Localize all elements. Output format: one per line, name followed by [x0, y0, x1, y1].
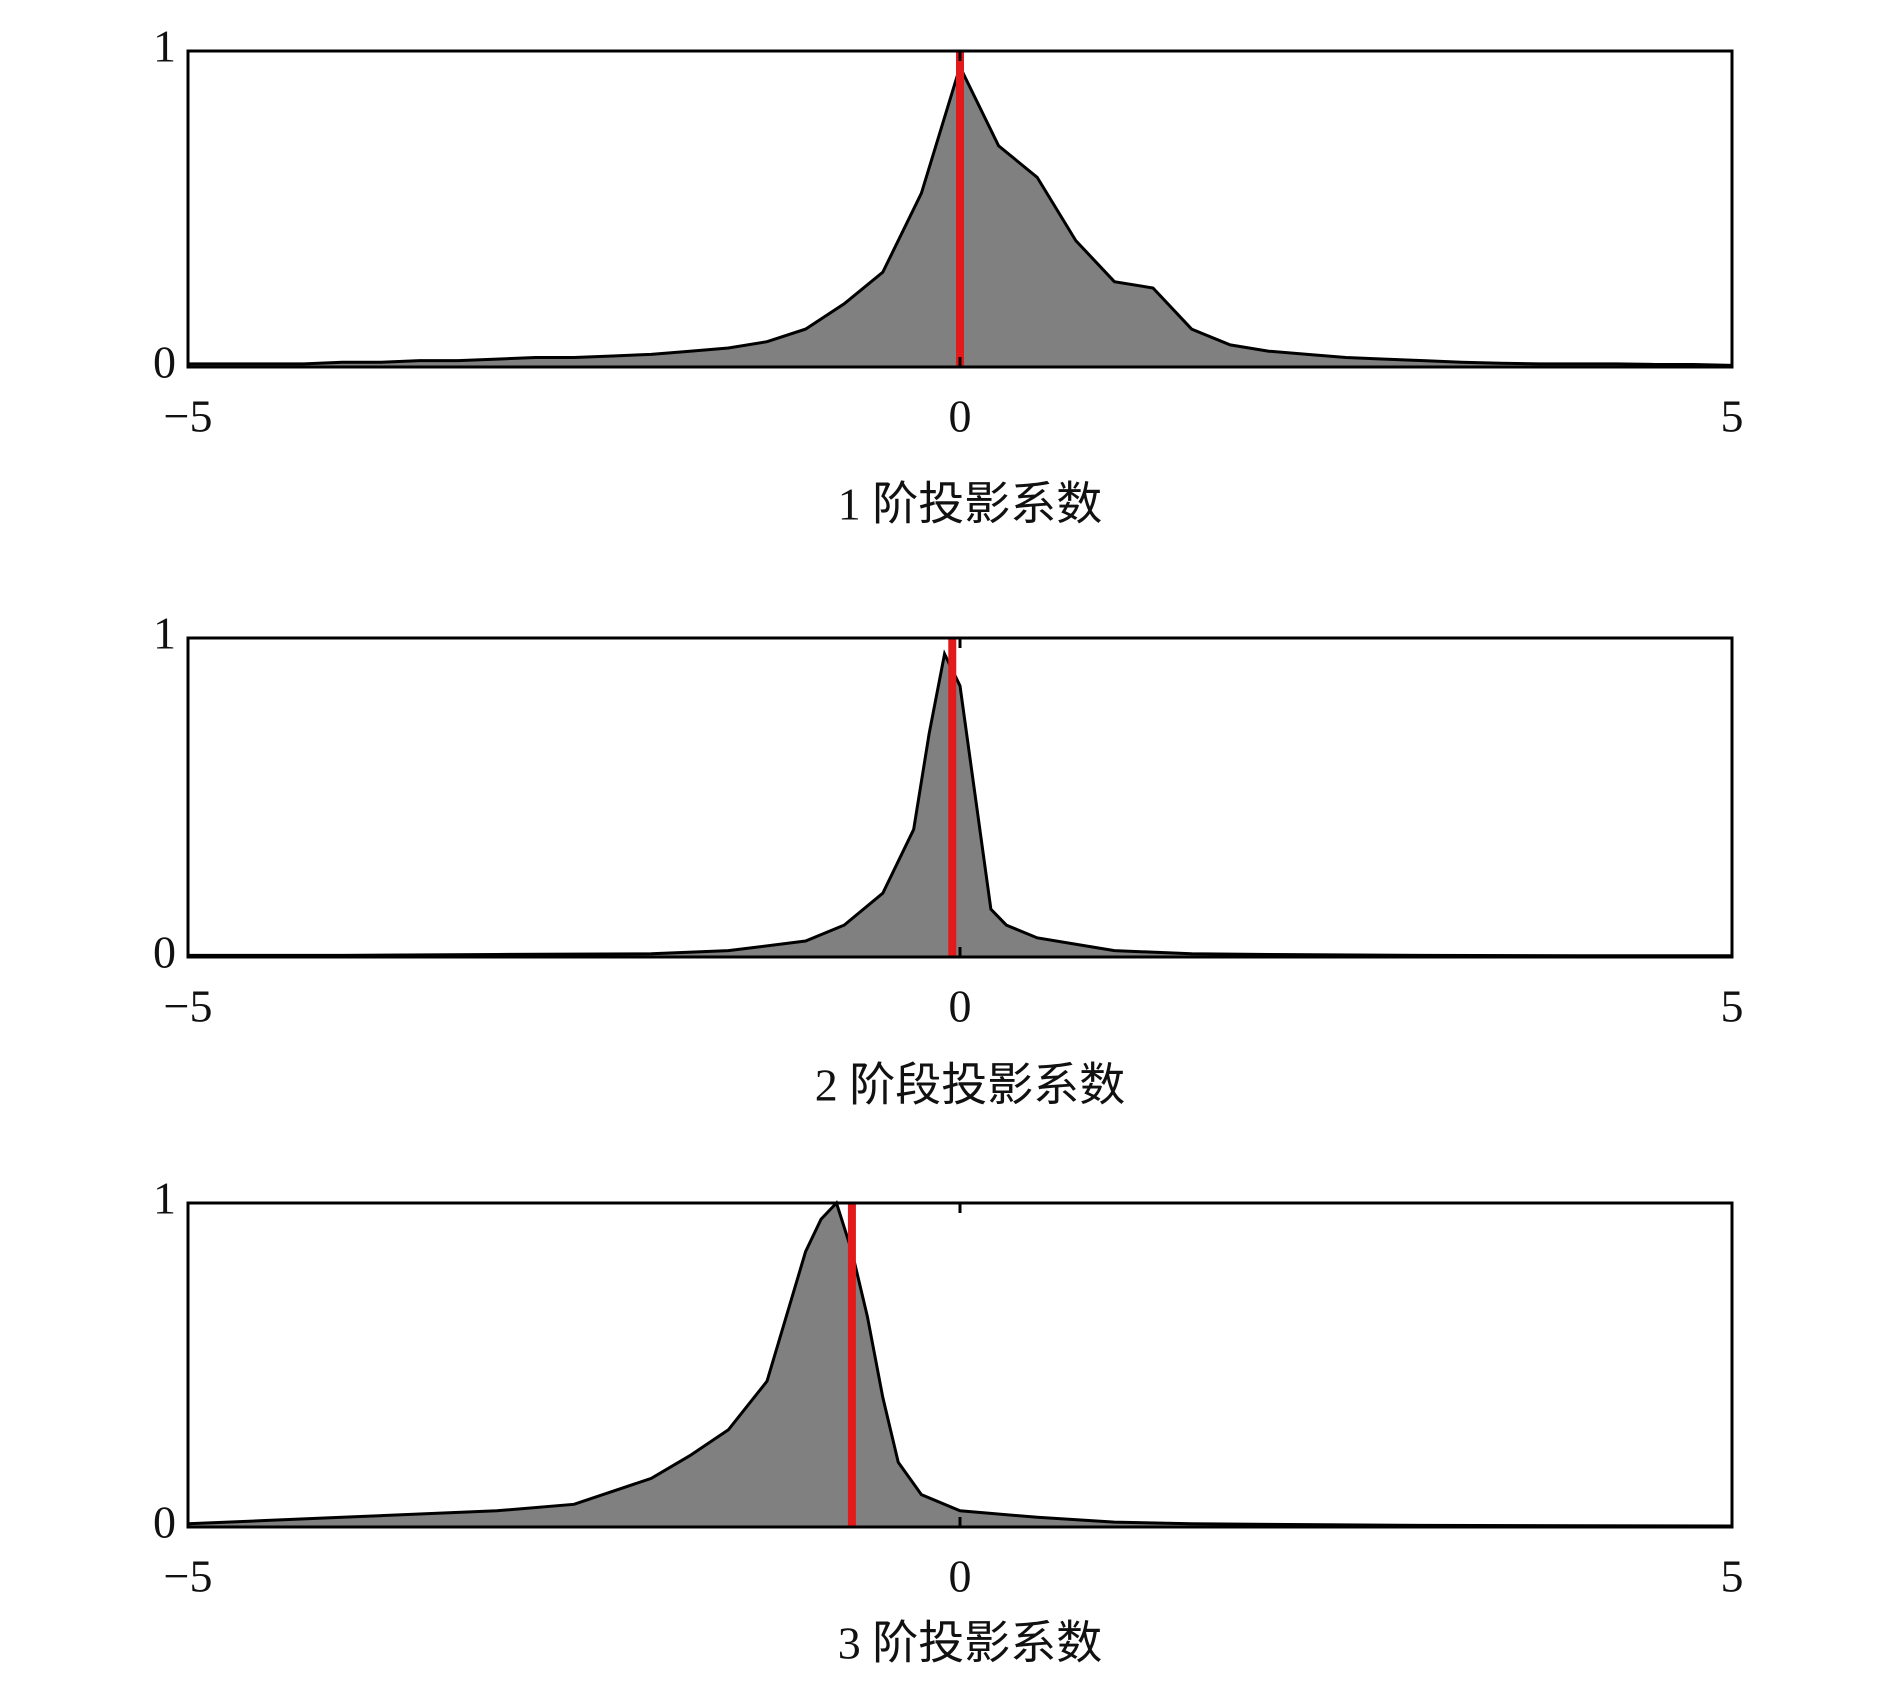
y-tick-label: 0: [153, 1497, 176, 1548]
x-axis-label: 1 阶投影系数: [838, 479, 1103, 530]
x-tick-label: 0: [949, 391, 972, 442]
histogram-area: [188, 1203, 1732, 1527]
y-tick-label: 1: [153, 21, 176, 72]
x-tick-label: 5: [1721, 1551, 1744, 1602]
histogram-outline: [187, 1200, 1733, 1528]
x-axis-label: 3 阶投影系数: [838, 1618, 1103, 1669]
y-tick-label: 1: [153, 608, 176, 659]
y-tick-label: 0: [153, 337, 176, 388]
x-tick-label: 0: [949, 1551, 972, 1602]
y-tick-label: 1: [153, 1173, 176, 1224]
histogram-area: [188, 653, 1732, 957]
x-tick-label: 5: [1721, 981, 1744, 1032]
x-tick-label: −5: [164, 391, 213, 442]
x-tick-label: −5: [164, 981, 213, 1032]
x-axis-label: 2 阶段投影系数: [815, 1060, 1126, 1111]
x-tick-label: 0: [949, 981, 972, 1032]
y-tick-label: 0: [153, 927, 176, 978]
plot-frame: [186, 1201, 1734, 1529]
x-tick-label: −5: [164, 1551, 213, 1602]
x-tick-label: 5: [1721, 391, 1744, 442]
